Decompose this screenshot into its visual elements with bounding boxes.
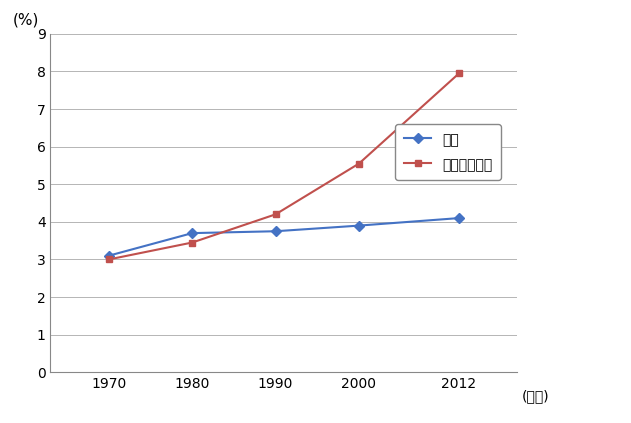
불퇀수면적률 xyxy=(105,257,113,262)
Text: (연도): (연도) xyxy=(522,389,550,403)
불퇀수면적률 xyxy=(456,71,463,76)
수계 xyxy=(272,229,280,234)
Line: 수계: 수계 xyxy=(105,214,463,259)
수계 xyxy=(105,253,113,258)
Legend: 수계, 불퇀수면적률: 수계, 불퇀수면적률 xyxy=(396,124,501,180)
Text: (%): (%) xyxy=(13,12,40,27)
Line: 불퇀수면적률: 불퇀수면적률 xyxy=(105,70,463,263)
수계 xyxy=(189,231,196,236)
불퇀수면적률 xyxy=(355,161,363,166)
불퇀수면적률 xyxy=(189,240,196,245)
불퇀수면적률 xyxy=(272,212,280,217)
수계 xyxy=(456,216,463,221)
수계 xyxy=(355,223,363,228)
